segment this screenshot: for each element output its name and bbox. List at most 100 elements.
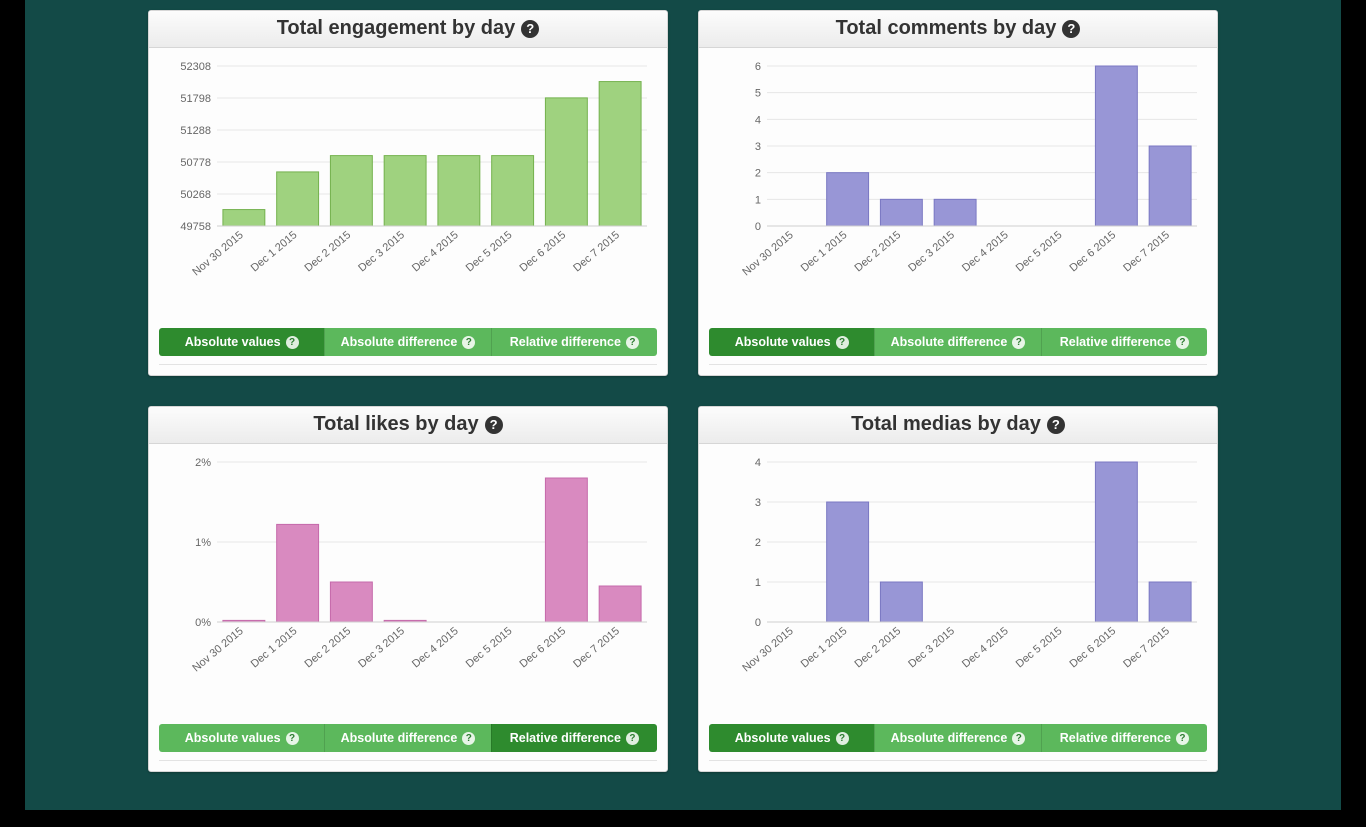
bar [1095,66,1137,226]
absolute-values-button[interactable]: Absolute values? [709,724,874,752]
y-tick-label: 2% [195,457,211,469]
button-label: Absolute values [185,335,281,349]
chart-comments: 0123456Nov 30 2015Dec 1 2015Dec 2 2015De… [709,56,1207,306]
x-category-label: Dec 1 2015 [249,625,300,670]
bar [1149,582,1191,622]
y-tick-label: 1 [755,577,761,589]
bar [277,172,319,226]
chart-engagement: 497585026850778512885179852308Nov 30 201… [159,56,657,306]
x-category-label: Dec 4 2015 [410,229,461,274]
help-icon[interactable]: ? [1176,732,1189,745]
help-icon[interactable]: ? [1176,336,1189,349]
button-label: Absolute values [185,731,281,745]
y-tick-label: 4 [755,114,761,126]
x-category-label: Dec 7 2015 [571,625,622,670]
y-tick-label: 0 [755,617,761,629]
bar [880,582,922,622]
relative-difference-button[interactable]: Relative difference? [491,328,657,356]
help-icon[interactable]: ? [1012,336,1025,349]
help-icon[interactable]: ? [485,416,503,434]
button-label: Absolute values [735,731,831,745]
y-tick-label: 3 [755,497,761,509]
help-icon[interactable]: ? [836,336,849,349]
panel-comments: Total comments by day?0123456Nov 30 2015… [698,10,1218,376]
help-icon[interactable]: ? [462,336,475,349]
panel-medias: Total medias by day?01234Nov 30 2015Dec … [698,406,1218,772]
y-tick-label: 52308 [180,61,211,73]
x-category-label: Dec 2 2015 [302,625,353,670]
y-tick-label: 2 [755,168,761,180]
x-category-label: Dec 1 2015 [799,625,850,670]
bar [545,478,587,622]
x-category-label: Dec 7 2015 [1121,625,1172,670]
y-tick-label: 49758 [180,221,211,233]
x-category-label: Dec 5 2015 [1014,229,1065,274]
bar [934,199,976,226]
button-row: Absolute values?Absolute difference?Rela… [159,328,657,356]
button-label: Absolute difference [341,335,458,349]
bar [599,586,641,622]
help-icon[interactable]: ? [1012,732,1025,745]
x-category-label: Dec 5 2015 [464,625,515,670]
x-category-label: Dec 2 2015 [852,625,903,670]
help-icon[interactable]: ? [1047,416,1065,434]
x-category-label: Dec 4 2015 [960,229,1011,274]
x-category-label: Dec 6 2015 [517,229,568,274]
chart-medias: 01234Nov 30 2015Dec 1 2015Dec 2 2015Dec … [709,452,1207,702]
divider [159,760,657,761]
help-icon[interactable]: ? [286,336,299,349]
x-category-label: Nov 30 2015 [190,625,246,674]
button-label: Relative difference [1060,335,1171,349]
x-category-label: Dec 3 2015 [906,625,957,670]
bar [827,173,869,226]
help-icon[interactable]: ? [1062,20,1080,38]
panel-title: Total comments by day [836,17,1057,40]
x-category-label: Dec 2 2015 [852,229,903,274]
x-category-label: Nov 30 2015 [190,229,246,278]
absolute-difference-button[interactable]: Absolute difference? [874,724,1040,752]
panel-title: Total engagement by day [277,17,516,40]
help-icon[interactable]: ? [521,20,539,38]
chart-region: 0%1%2%Nov 30 2015Dec 1 2015Dec 2 2015Dec… [149,444,667,702]
panel-likes: Total likes by day?0%1%2%Nov 30 2015Dec … [148,406,668,772]
panel-header: Total engagement by day? [149,11,667,48]
bar [330,582,372,622]
button-label: Relative difference [510,335,621,349]
bar [277,524,319,622]
divider [159,364,657,365]
absolute-values-button[interactable]: Absolute values? [159,328,324,356]
button-row: Absolute values?Absolute difference?Rela… [159,724,657,752]
x-category-label: Dec 3 2015 [356,625,407,670]
y-tick-label: 3 [755,141,761,153]
bar [1095,462,1137,622]
relative-difference-button[interactable]: Relative difference? [1041,724,1207,752]
x-category-label: Dec 6 2015 [517,625,568,670]
help-icon[interactable]: ? [462,732,475,745]
x-category-label: Dec 4 2015 [410,625,461,670]
relative-difference-button[interactable]: Relative difference? [1041,328,1207,356]
y-tick-label: 50778 [180,157,211,169]
button-label: Absolute difference [891,731,1008,745]
absolute-difference-button[interactable]: Absolute difference? [874,328,1040,356]
x-category-label: Dec 5 2015 [464,229,515,274]
y-tick-label: 2 [755,537,761,549]
x-category-label: Dec 7 2015 [1121,229,1172,274]
x-category-label: Dec 6 2015 [1067,625,1118,670]
absolute-values-button[interactable]: Absolute values? [709,328,874,356]
help-icon[interactable]: ? [286,732,299,745]
y-tick-label: 1 [755,194,761,206]
panel-header: Total likes by day? [149,407,667,444]
absolute-difference-button[interactable]: Absolute difference? [324,328,490,356]
absolute-difference-button[interactable]: Absolute difference? [324,724,490,752]
help-icon[interactable]: ? [626,336,639,349]
bar [330,156,372,226]
y-tick-label: 4 [755,457,761,469]
button-label: Absolute values [735,335,831,349]
y-tick-label: 5 [755,88,761,100]
help-icon[interactable]: ? [836,732,849,745]
chart-region: 497585026850778512885179852308Nov 30 201… [149,48,667,306]
help-icon[interactable]: ? [626,732,639,745]
divider [709,760,1207,761]
relative-difference-button[interactable]: Relative difference? [491,724,657,752]
absolute-values-button[interactable]: Absolute values? [159,724,324,752]
